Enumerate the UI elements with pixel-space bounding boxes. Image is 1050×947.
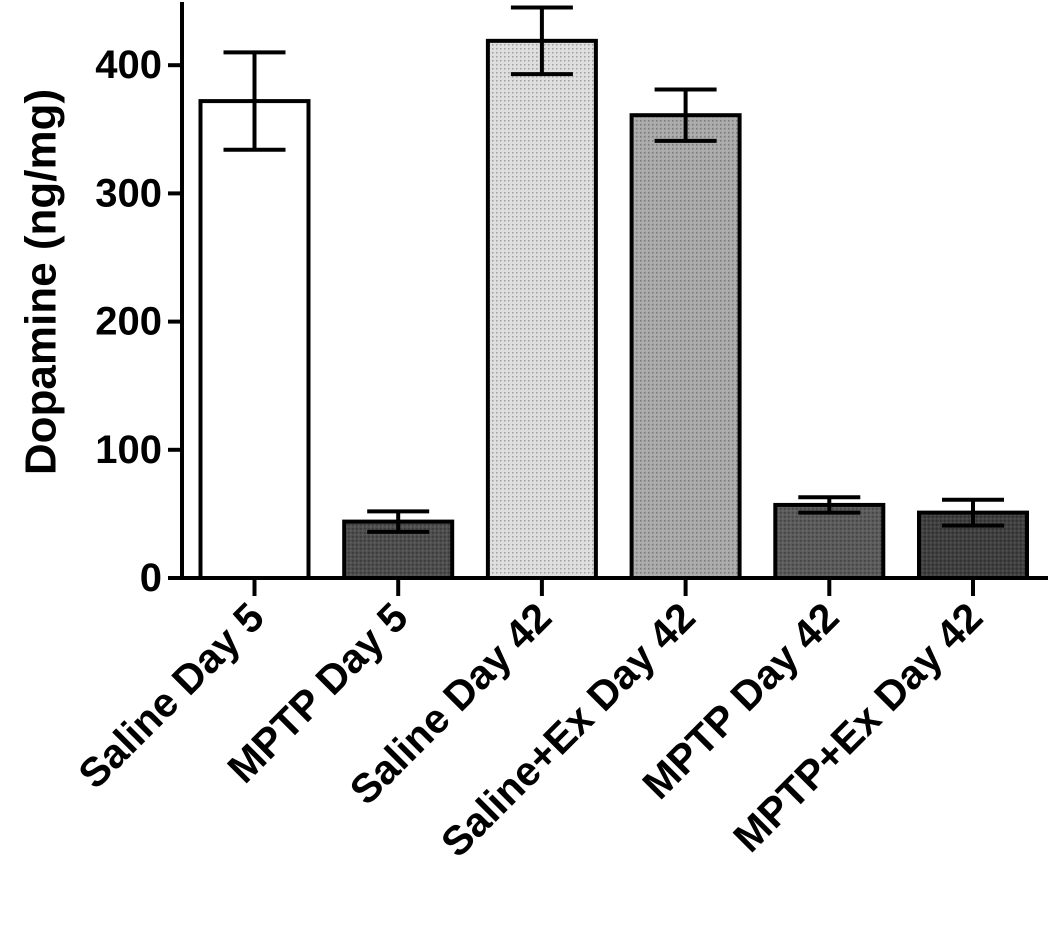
- y-tick-label: 400: [95, 43, 162, 87]
- error-bar: [223, 50, 286, 152]
- y-tick-label: 100: [95, 428, 162, 472]
- y-ticks: 0 100 200 300 400: [95, 43, 182, 600]
- error-bar: [798, 495, 861, 515]
- error-bar: [942, 497, 1004, 528]
- bar: [773, 502, 886, 580]
- y-tick-label: 200: [95, 300, 162, 344]
- error-bar: [510, 5, 573, 77]
- x-tick-label: Saline+Ex Day 42: [432, 594, 704, 866]
- error-bar: [367, 509, 430, 534]
- bar: [629, 113, 742, 580]
- bar: [198, 99, 311, 580]
- x-tick-label: MPTP+Ex Day 42: [724, 594, 991, 861]
- bars-layer: [198, 38, 1029, 581]
- y-axis-title: Dopamine (ng/mg): [17, 89, 66, 475]
- axes: [180, 2, 1048, 580]
- y-tick-label: 300: [95, 171, 162, 215]
- y-tick-label: 0: [140, 556, 162, 600]
- error-bars-layer: [223, 5, 1004, 534]
- error-bar: [654, 87, 717, 143]
- bar: [485, 38, 598, 581]
